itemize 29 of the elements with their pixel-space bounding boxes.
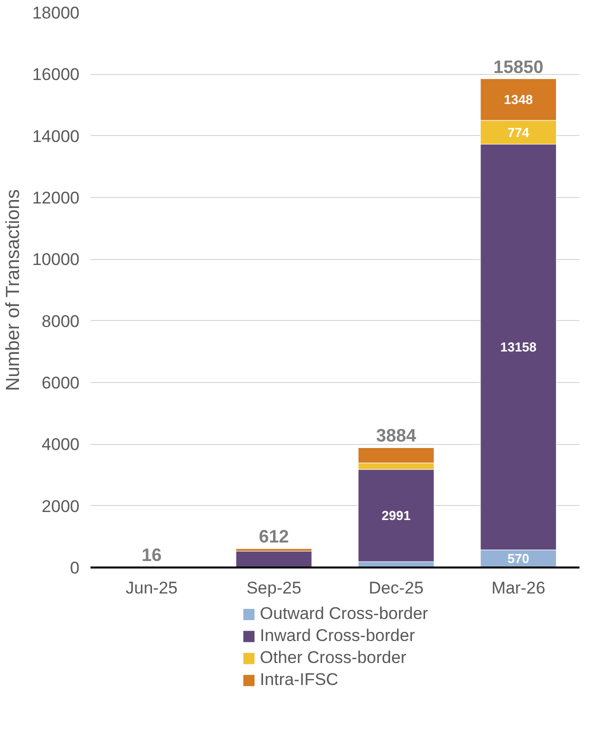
total-label: 15850 bbox=[493, 56, 544, 77]
y-axis-title: Number of Transactions bbox=[3, 189, 24, 392]
y-tick-label: 6000 bbox=[42, 374, 80, 392]
y-tick-label: 12000 bbox=[32, 188, 80, 208]
data-label: 570 bbox=[508, 551, 530, 566]
x-tick-label: Mar-26 bbox=[491, 578, 546, 598]
total-label: 3884 bbox=[376, 426, 416, 446]
y-tick-label: 14000 bbox=[32, 126, 80, 146]
legend-label: Inward Cross-border bbox=[260, 626, 415, 646]
data-label: 13158 bbox=[500, 340, 536, 355]
y-tick-label: 8000 bbox=[42, 312, 80, 331]
total-label: 16 bbox=[142, 545, 162, 566]
y-tick-label: 0 bbox=[70, 558, 80, 578]
data-label: 1348 bbox=[504, 92, 533, 108]
y-tick-label: 18000 bbox=[32, 4, 80, 22]
y-tick-label: 16000 bbox=[32, 65, 80, 84]
data-label: 774 bbox=[508, 124, 530, 140]
y-tick-label: 4000 bbox=[42, 435, 80, 454]
bar bbox=[236, 550, 312, 568]
x-tick-label: Sep-25 bbox=[246, 578, 302, 598]
x-tick-label: Dec-25 bbox=[368, 578, 424, 598]
x-tick-label: Jun-25 bbox=[126, 578, 178, 598]
legend-label: Intra-IFSC bbox=[260, 670, 338, 690]
data-label: 2991 bbox=[382, 508, 411, 524]
legend-label: Other Cross-border bbox=[260, 648, 406, 668]
legend-label: Outward Cross-border bbox=[260, 604, 428, 624]
total-label: 612 bbox=[258, 526, 289, 547]
y-tick-label: 2000 bbox=[42, 496, 80, 516]
y-tick-label: 10000 bbox=[32, 250, 80, 270]
